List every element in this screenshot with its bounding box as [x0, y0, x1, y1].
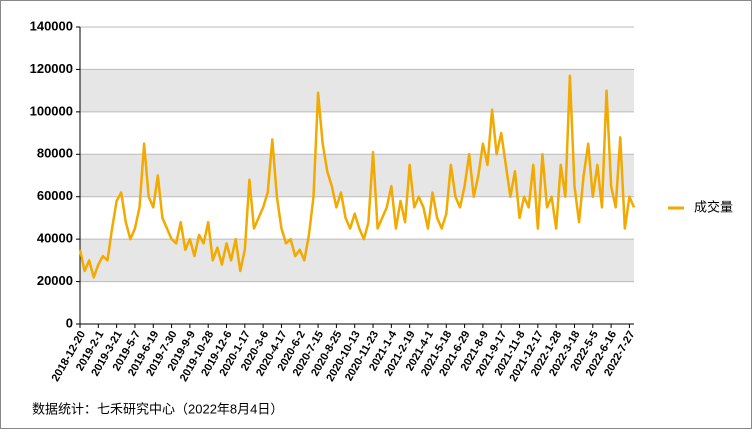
grid-band	[80, 69, 634, 112]
y-tick-label: 100000	[30, 103, 73, 118]
line	[78, 74, 636, 279]
y-tick-label: 0	[66, 315, 73, 330]
y-tick-label: 120000	[30, 61, 73, 76]
grid-band	[80, 154, 634, 197]
y-tick-label: 40000	[37, 231, 73, 246]
y-tick-label: 20000	[37, 273, 73, 288]
footnote: 数据统计：七禾研究中心（2022年8月4日）	[32, 401, 283, 416]
legend-label: 成交量	[694, 199, 733, 214]
y-tick-label: 140000	[30, 18, 73, 33]
y-tick-label: 60000	[37, 188, 73, 203]
grid-band	[80, 239, 634, 282]
y-tick-label: 80000	[37, 146, 73, 161]
